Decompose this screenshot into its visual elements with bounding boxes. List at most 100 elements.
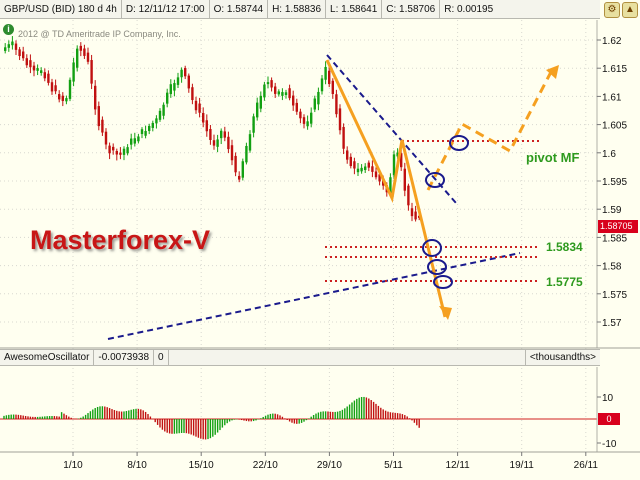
candle-body (173, 83, 176, 91)
oscillator-value: -0.0073938 (94, 350, 155, 365)
orange-wave-line[interactable] (325, 59, 447, 318)
time-tick-label: 15/10 (189, 460, 214, 471)
time-axis: 1/10 8/10 15/10 22/10 29/10 5/11 12/11 19/11 26/… (63, 452, 598, 471)
symbol-label[interactable]: GBP/USD (BID) 180 d 4h (0, 0, 122, 19)
candle-body (313, 98, 316, 110)
oscillator-tick-label: 10 (602, 393, 614, 404)
candle-body (220, 130, 223, 139)
candle-body (155, 118, 158, 124)
candle-body (144, 130, 147, 136)
candle-body (180, 69, 183, 78)
candle-body (130, 138, 133, 145)
marker-ellipse[interactable] (433, 275, 453, 289)
candle-body (230, 145, 234, 161)
candle-body (212, 140, 216, 146)
candle-body (137, 136, 140, 142)
candle-body (97, 106, 100, 127)
candle-body (317, 91, 320, 105)
candle-body (47, 73, 50, 83)
candle-body (241, 161, 244, 178)
candle-body (292, 95, 295, 106)
candle-body (151, 122, 154, 128)
price-tick-label: 1.61 (602, 92, 622, 103)
candle-body (306, 121, 309, 127)
candle-body (299, 111, 302, 119)
candle-body (367, 162, 370, 168)
forecast-path[interactable] (426, 69, 554, 191)
time-tick-label: 19/11 (510, 460, 535, 471)
oscillator-axis: 10 -10 (597, 393, 617, 450)
candle-body (378, 174, 381, 182)
candle-body (374, 171, 378, 178)
candle-body (328, 70, 331, 84)
candle-body (119, 152, 122, 155)
candle-body (90, 60, 93, 84)
candle-body (184, 68, 187, 77)
candle-body (360, 167, 363, 172)
candle-body (72, 62, 75, 82)
candle-body (331, 80, 334, 95)
candle-body (342, 126, 345, 149)
candle-body (392, 154, 396, 176)
candle-body (216, 139, 219, 147)
marker-ellipse[interactable] (449, 135, 469, 151)
candle-body (407, 185, 410, 206)
lower-trend-line[interactable] (107, 252, 521, 340)
candle-body (65, 98, 68, 102)
candle-body (43, 72, 46, 79)
candle-body (364, 166, 367, 170)
candle-body (234, 155, 237, 173)
high-label: H: 1.58836 (268, 0, 327, 19)
oscillator-zero-badge: 0 (598, 413, 620, 425)
candle-body (29, 60, 32, 68)
marker-ellipse[interactable] (427, 259, 447, 275)
oscillator-name[interactable]: AwesomeOscillator (0, 350, 95, 365)
price-tick-label: 1.595 (602, 177, 627, 188)
info-icon[interactable]: i (3, 24, 14, 35)
chart-settings-icon[interactable]: ⚙ (604, 2, 620, 18)
candle-body (7, 44, 10, 48)
candle-body (295, 102, 298, 112)
candle-body (284, 92, 288, 96)
oscillator-units: <thousandths> (524, 350, 600, 365)
price-axis: 1.62 1.615 1.61 1.605 1.6 1.595 1.59 1.585 1.58 1… (597, 36, 627, 329)
price-tick-label: 1.605 (602, 121, 627, 132)
oscillator-tick-label: -10 (602, 439, 617, 450)
candle-body (68, 79, 72, 99)
candle-body (133, 138, 136, 144)
candle-body (50, 82, 54, 92)
candle-body (187, 75, 190, 89)
date-label: D: 12/11/12 17:00 (122, 0, 210, 19)
marker-ellipse[interactable] (425, 172, 445, 188)
candle-body (335, 94, 338, 115)
time-tick-label: 8/10 (127, 460, 147, 471)
candle-body (310, 112, 313, 124)
candle-body (371, 166, 374, 172)
candle-body (101, 119, 104, 133)
candle-body (227, 136, 230, 150)
candle-body (166, 92, 169, 104)
oscillator-zero-value: 0 (154, 350, 169, 365)
candle-body (169, 84, 172, 95)
candle-body (320, 78, 324, 92)
time-tick-label: 29/10 (317, 460, 342, 471)
candle-body (4, 47, 7, 51)
candle-body (252, 116, 255, 133)
price-tick-label: 1.57 (602, 318, 622, 329)
candle-body (32, 65, 36, 71)
candle-body (400, 153, 403, 168)
forecast-arrowhead (546, 65, 559, 79)
marker-ellipse[interactable] (422, 239, 442, 257)
candle-body (140, 129, 144, 135)
candle-body (302, 117, 306, 124)
candle-body (324, 66, 327, 80)
time-tick-label: 22/10 (253, 460, 278, 471)
candle-body (11, 41, 14, 46)
upper-trend-line[interactable] (326, 54, 457, 204)
candle-body (25, 58, 28, 66)
oscillator-info-bar: AwesomeOscillator -0.0073938 0 <thousand… (0, 349, 600, 366)
pin-icon[interactable]: ▲ (622, 2, 638, 18)
price-tick-label: 1.6 (602, 149, 616, 160)
candle-body (104, 131, 108, 145)
